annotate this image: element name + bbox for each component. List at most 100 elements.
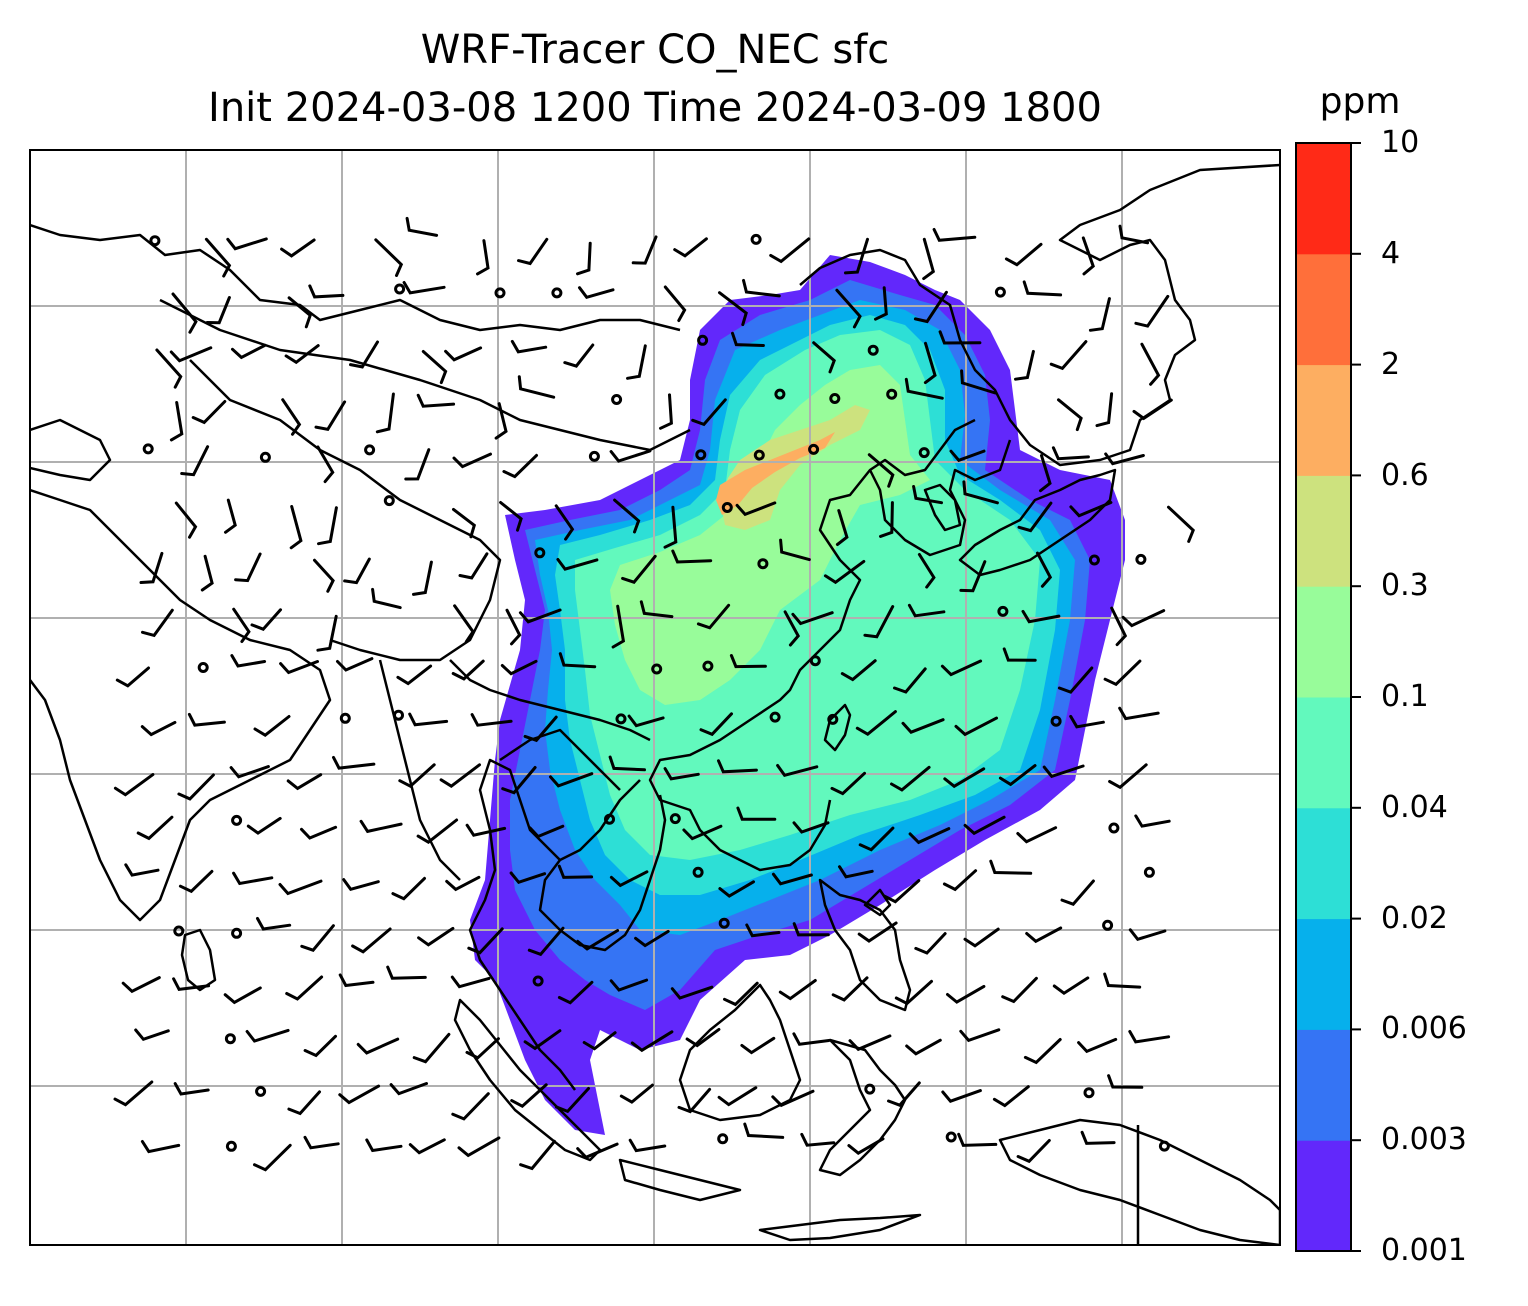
wind-barb <box>246 816 282 835</box>
wind-barb <box>1022 280 1063 297</box>
wind-barb <box>510 339 548 354</box>
wind-barb <box>404 448 431 481</box>
colorbar-label: 0.6 <box>1381 458 1429 493</box>
calm-wind-marker <box>1088 554 1100 566</box>
wind-barb <box>336 657 374 672</box>
calm-wind-marker <box>994 286 1006 298</box>
wind-barb <box>857 921 898 943</box>
colorbar-ticks <box>1351 142 1361 1252</box>
calm-wind-marker <box>692 866 704 878</box>
wind-barb <box>1134 814 1171 828</box>
wind-barb <box>1002 647 1037 662</box>
wind-barb <box>332 755 376 770</box>
calm-wind-marker <box>532 975 544 987</box>
wind-barb <box>451 1092 490 1121</box>
wind-barb <box>169 346 213 363</box>
wind-barb <box>1042 764 1085 779</box>
field-level-0.6 <box>716 432 835 515</box>
colorbar-label: 0.1 <box>1381 679 1429 714</box>
wind-barb <box>554 504 575 541</box>
calm-wind-marker <box>259 451 271 463</box>
wind-barb <box>743 1122 785 1139</box>
wind-barb <box>717 1086 758 1107</box>
wind-barb <box>308 284 345 299</box>
wind-barb <box>663 505 678 549</box>
wind-barb <box>458 552 489 580</box>
wind-barb <box>1088 297 1111 332</box>
wind-barb <box>517 237 549 266</box>
wind-barb <box>917 553 936 589</box>
field-level-0.3 <box>720 405 870 530</box>
map-title-line-1: WRF-Tracer CO_NEC sfc <box>420 27 890 73</box>
wind-barb <box>286 773 323 791</box>
wind-barb <box>941 1089 982 1103</box>
wind-barb <box>359 819 403 834</box>
wind-barb <box>1023 1038 1062 1065</box>
calm-wind-marker <box>142 443 154 455</box>
colorbar-segment <box>1296 1140 1351 1252</box>
wind-barb <box>1167 505 1195 543</box>
wind-barb <box>287 1090 321 1116</box>
wind-barb <box>115 666 150 688</box>
wind-barb <box>779 538 811 562</box>
border-mainland <box>159 298 691 881</box>
wind-barb <box>402 281 446 295</box>
wind-barb <box>317 506 338 546</box>
wind-barb <box>867 453 895 488</box>
wind-barb <box>510 1083 548 1109</box>
wind-barb <box>412 560 433 596</box>
calm-wind-marker <box>702 660 714 672</box>
calm-wind-marker <box>753 449 765 461</box>
wind-barb <box>338 973 375 988</box>
wind-barb <box>523 1029 562 1051</box>
colorbar-label: 0.001 <box>1381 1233 1467 1268</box>
wind-barb <box>300 924 335 952</box>
wind-barb <box>913 290 948 324</box>
wind-barb <box>178 869 214 894</box>
wind-barb <box>582 1031 617 1051</box>
colorbar-label: 4 <box>1381 236 1401 271</box>
wind-barb <box>904 377 944 400</box>
calm-wind-marker <box>494 287 506 299</box>
wind-barb <box>960 369 997 395</box>
wind-barb <box>717 759 758 774</box>
wind-barb <box>792 922 830 937</box>
wind-barb <box>278 879 323 896</box>
wind-barb <box>386 965 427 980</box>
wind-barb <box>313 558 335 593</box>
wind-barb <box>451 659 485 681</box>
wind-barb <box>735 501 777 517</box>
wind-barb <box>1017 501 1053 533</box>
wind-barb <box>155 348 183 389</box>
calm-wind-marker <box>393 709 404 721</box>
wind-barb <box>139 551 164 584</box>
colorbar-unit-label: ppm <box>1319 81 1401 122</box>
wind-barb <box>191 400 227 425</box>
wind-barb <box>169 401 184 442</box>
calm-wind-marker <box>1135 553 1147 565</box>
wind-barb <box>557 864 594 879</box>
calm-wind-marker <box>717 1133 729 1145</box>
wind-barb <box>879 501 894 538</box>
wind-barb <box>890 765 931 792</box>
wind-barb <box>626 344 647 380</box>
wind-barb <box>858 826 895 852</box>
wind-barb <box>908 827 951 845</box>
calm-wind-marker <box>173 925 185 937</box>
wind-barb <box>250 608 282 631</box>
wind-barb <box>1025 926 1063 944</box>
wind-barb <box>901 718 945 734</box>
wind-barb <box>457 1136 501 1158</box>
wind-barb <box>831 976 869 1002</box>
calm-wind-marker <box>1102 919 1114 931</box>
calm-wind-marker <box>149 235 161 247</box>
calm-wind-marker <box>534 547 546 559</box>
wind-barb <box>578 286 615 300</box>
wind-barb <box>374 238 404 277</box>
calm-wind-marker <box>615 713 627 725</box>
wind-barb <box>280 238 316 258</box>
wind-barb <box>517 375 556 399</box>
wind-barb <box>609 449 652 463</box>
wind-barb <box>343 557 371 585</box>
wind-barb <box>855 710 897 737</box>
